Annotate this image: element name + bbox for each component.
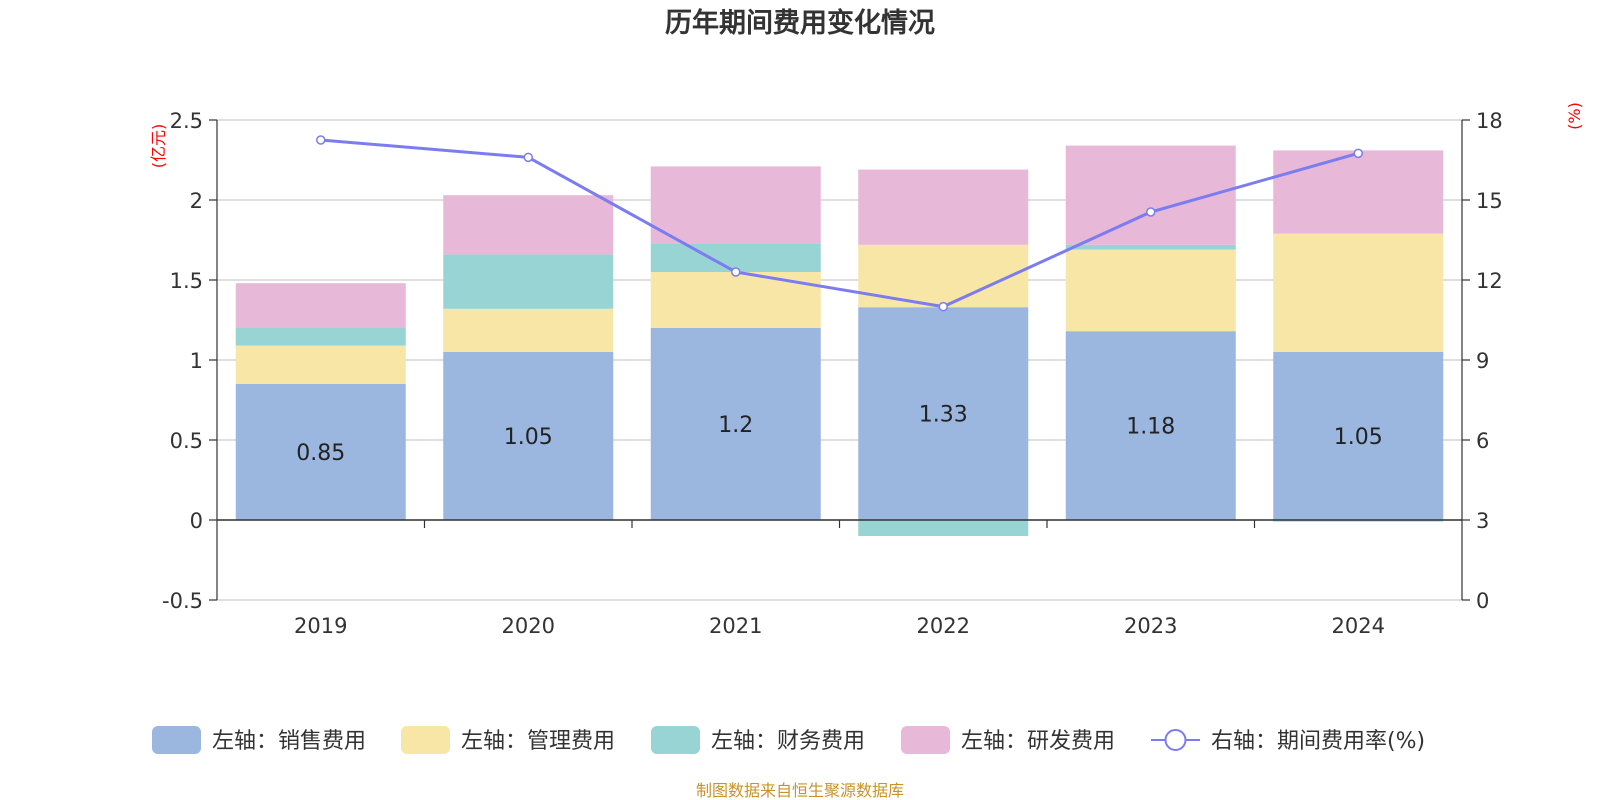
right-tick-label: 6 <box>1476 429 1489 453</box>
category-label: 2020 <box>502 614 555 638</box>
rate-point <box>316 135 326 145</box>
category-label: 2019 <box>294 614 347 638</box>
bar-segment <box>650 166 821 244</box>
bar-segment <box>858 169 1029 245</box>
bar-segment <box>443 352 614 520</box>
right-tick-label: 18 <box>1476 109 1503 133</box>
bar-segment <box>858 307 1029 520</box>
bar-segment <box>235 328 406 346</box>
bar-segment <box>650 243 821 272</box>
left-tick-label: 1.5 <box>170 269 203 293</box>
right-tick-label: 12 <box>1476 269 1503 293</box>
rate-point <box>523 152 533 163</box>
category-label: 2023 <box>1124 614 1177 638</box>
rate-point <box>1353 148 1363 159</box>
bar-segment <box>650 328 821 520</box>
axes: -0.5 0 0.5 1 1.5 2 2.5 0 3 6 9 12 15 18 2019 2020 2021 20… <box>162 109 1503 638</box>
bar-value-label: 1.18 <box>1126 415 1175 440</box>
bar-segment <box>1065 249 1236 332</box>
bar-segment <box>1273 352 1444 520</box>
legend-label: 左轴：研发费用 <box>961 729 1115 754</box>
bar-segment <box>1273 233 1444 352</box>
right-tick-label: 15 <box>1476 189 1503 213</box>
bar-segment <box>443 254 614 309</box>
left-axis-unit: (亿元) <box>149 124 168 169</box>
legend-label: 左轴：销售费用 <box>212 729 366 754</box>
legend-label: 左轴：财务费用 <box>711 729 865 754</box>
bar-value-label: 1.05 <box>504 425 553 450</box>
right-axis-unit: (%) <box>1565 102 1584 130</box>
bar-value-label: 1.2 <box>718 413 753 438</box>
bar-value-label: 1.33 <box>919 403 968 428</box>
legend-swatch <box>651 726 700 754</box>
bar-value-label: 1.05 <box>1334 425 1383 450</box>
rate-point <box>1146 207 1156 217</box>
category-label: 2021 <box>709 614 762 638</box>
bars <box>235 145 1444 536</box>
bar-segment <box>235 384 406 520</box>
rate-line-path <box>320 138 1359 309</box>
bar-segment <box>858 520 1029 536</box>
left-tick-label: 2.5 <box>170 109 203 133</box>
right-tick-label: 9 <box>1476 349 1489 373</box>
data-labels: 0.85 1.05 1.2 1.33 1.18 1.05 <box>296 403 1382 466</box>
legend: 左轴：销售费用 左轴：管理费用 左轴：财务费用 左轴：研发费用 右轴：期间费用率(%) <box>152 726 1425 754</box>
category-label: 2022 <box>917 614 970 638</box>
bar-segment <box>650 272 821 328</box>
bar-segment <box>1273 150 1444 234</box>
bar-segment <box>1273 520 1444 522</box>
rate-point <box>938 301 948 312</box>
bar-segment <box>1065 244 1236 250</box>
legend-swatch <box>152 726 201 754</box>
chart-title: 历年期间费用变化情况 <box>665 7 935 39</box>
rate-line <box>316 135 1363 312</box>
bar-segment <box>443 195 614 255</box>
bar-segment <box>235 283 406 328</box>
left-tick-label: 2 <box>190 189 203 213</box>
left-tick-label: 0 <box>190 509 203 533</box>
category-label: 2024 <box>1332 614 1385 638</box>
bar-segment <box>1065 331 1236 520</box>
bar-value-label: 0.85 <box>296 441 345 466</box>
legend-label: 右轴：期间费用率(%) <box>1211 729 1425 754</box>
legend-label: 左轴：管理费用 <box>461 729 615 754</box>
source-note: 制图数据来自恒生聚源数据库 <box>696 781 904 800</box>
left-tick-label: 1 <box>190 349 203 373</box>
bar-segment <box>443 308 614 352</box>
rate-point <box>731 267 741 277</box>
bar-segment <box>235 345 406 384</box>
legend-marker <box>1164 729 1187 751</box>
legend-swatch <box>901 726 950 754</box>
right-tick-label: 3 <box>1476 509 1489 533</box>
legend-swatch <box>401 726 450 754</box>
left-tick-label: -0.5 <box>162 589 203 613</box>
left-tick-label: 0.5 <box>170 429 203 453</box>
right-tick-label: 0 <box>1476 589 1489 613</box>
